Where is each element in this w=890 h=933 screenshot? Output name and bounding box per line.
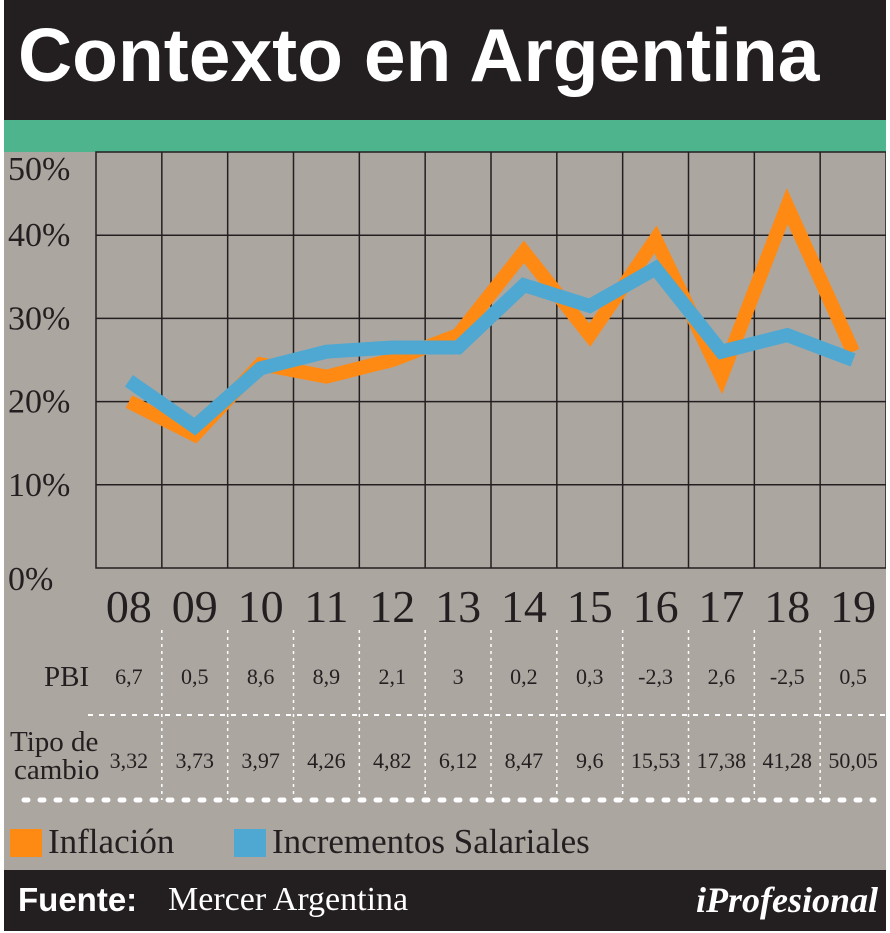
x-tick-label: 17 bbox=[698, 581, 744, 632]
series-lines bbox=[124, 187, 860, 444]
line-chart: 0% 10% 20% 30% 40% 50% 08 09 10 11 12 13 14 15 16 17 18… bbox=[8, 151, 886, 803]
table-cell: 2,6 bbox=[707, 664, 736, 689]
table-cell: 0,3 bbox=[576, 664, 604, 689]
legend-item-salarios: Incrementos Salariales bbox=[234, 822, 654, 862]
table-cell: 15,53 bbox=[630, 748, 681, 773]
table-cell: 3,32 bbox=[109, 748, 149, 773]
x-tick-label: 14 bbox=[501, 581, 547, 632]
x-tick-label: 12 bbox=[369, 581, 415, 632]
y-axis-ticks: 0% 10% 20% 30% 40% 50% bbox=[8, 151, 70, 598]
legend-item-inflacion: Inflación bbox=[10, 822, 210, 862]
row-label-tipo-line1: Tipo de bbox=[10, 726, 99, 758]
chart-title: Contexto en Argentina bbox=[18, 13, 820, 97]
source-label: Fuente: bbox=[18, 881, 138, 918]
table-cell: 0,5 bbox=[181, 664, 209, 689]
x-axis-ticks: 08 09 10 11 12 13 14 15 16 17 18 19 bbox=[106, 581, 876, 632]
table-cell: 4,26 bbox=[307, 748, 346, 773]
table-cell: 6,12 bbox=[438, 748, 478, 773]
table-cell: 9,6 bbox=[576, 748, 604, 773]
x-tick-label: 08 bbox=[106, 581, 152, 632]
y-tick-label: 50% bbox=[8, 151, 70, 188]
x-tick-label: 18 bbox=[764, 581, 810, 632]
x-tick-label: 19 bbox=[830, 581, 876, 632]
infographic: Contexto en Argentina 0% 10% 20% 30% 40% 50% … bbox=[4, 0, 886, 931]
y-tick-label: 10% bbox=[8, 467, 70, 504]
chart-grid bbox=[95, 151, 886, 569]
table-cell: -2,5 bbox=[769, 664, 805, 689]
y-tick-label: 30% bbox=[8, 300, 70, 337]
x-tick-label: 11 bbox=[304, 581, 348, 632]
table-cell: 41,28 bbox=[762, 748, 813, 773]
table-cell: 8,47 bbox=[504, 748, 544, 773]
y-tick-label: 20% bbox=[8, 384, 70, 421]
table-cell: 0,5 bbox=[839, 664, 867, 689]
table-separators bbox=[21, 630, 886, 803]
table-cell: 3 bbox=[452, 664, 464, 689]
x-tick-label: 15 bbox=[567, 581, 613, 632]
series-line-incrementos-salariales bbox=[124, 259, 856, 436]
x-tick-label: 16 bbox=[633, 581, 679, 632]
footer: Fuente: Mercer Argentina iProfesional bbox=[4, 870, 886, 931]
x-tick-label: 10 bbox=[238, 581, 284, 632]
table-cell: 8,9 bbox=[312, 664, 341, 689]
table-cell: 6,7 bbox=[115, 664, 143, 689]
header: Contexto en Argentina bbox=[4, 0, 886, 120]
row-label-tipo-line2: cambio bbox=[14, 754, 100, 786]
legend-swatch bbox=[234, 829, 266, 857]
brand-logo: iProfesional bbox=[695, 880, 878, 920]
y-tick-label: 40% bbox=[8, 217, 70, 254]
table-cell: -2,3 bbox=[638, 664, 673, 689]
table-cell: 4,82 bbox=[373, 748, 412, 773]
table-cell: 2,1 bbox=[378, 664, 407, 689]
row-label-pbi: PBI bbox=[44, 661, 90, 693]
accent-bar bbox=[4, 120, 886, 152]
y-tick-label: 0% bbox=[8, 561, 53, 598]
legend-swatch bbox=[10, 829, 42, 857]
table-cell: 3,73 bbox=[175, 748, 215, 773]
legend-label: Inflación bbox=[48, 822, 175, 861]
table-cell: 50,05 bbox=[828, 748, 878, 773]
x-tick-label: 13 bbox=[435, 581, 481, 632]
legend-label: Incrementos Salariales bbox=[272, 822, 590, 861]
table-cell: 8,6 bbox=[246, 664, 275, 689]
table-cell: 0,2 bbox=[510, 664, 538, 689]
table-cell: 3,97 bbox=[241, 748, 280, 773]
x-tick-label: 09 bbox=[172, 581, 218, 632]
source-value: Mercer Argentina bbox=[168, 881, 409, 918]
table-cell: 17,38 bbox=[696, 748, 747, 773]
